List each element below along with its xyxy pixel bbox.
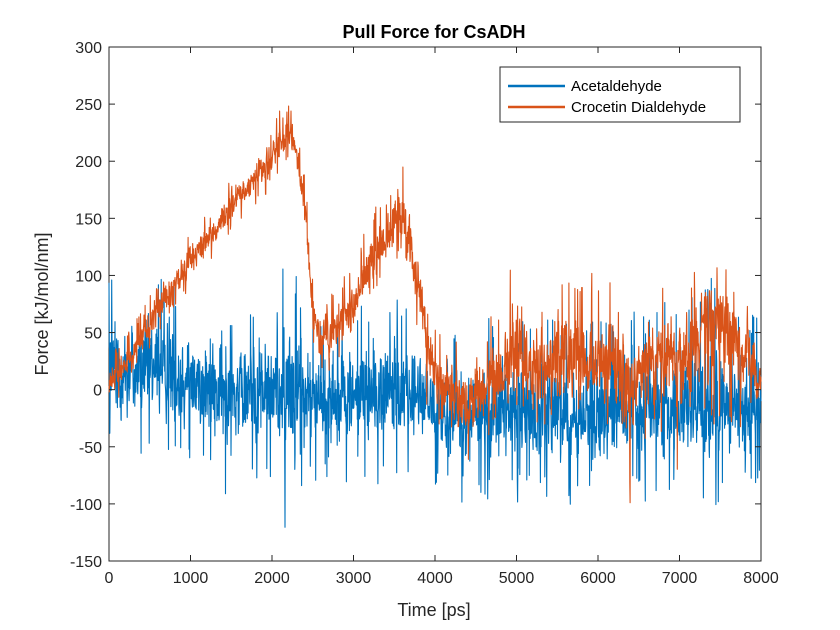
legend-box	[499, 66, 741, 123]
chart-title: Pull Force for CsADH	[342, 22, 525, 42]
y-tick-label: -100	[70, 497, 102, 514]
y-axis-label: Force [kJ/mol/nm]	[32, 232, 52, 375]
x-tick-label: 3000	[336, 570, 372, 587]
x-tick-label: 4000	[417, 570, 453, 587]
y-tick-label: 300	[75, 40, 102, 57]
y-tick-label: 200	[75, 154, 102, 171]
series-line-acetaldehyde	[108, 268, 762, 528]
y-tick-label: 150	[75, 211, 102, 228]
y-tick-label: 100	[75, 268, 102, 285]
y-tick-label: 0	[93, 383, 102, 400]
series-layer	[108, 105, 762, 528]
x-tick-label: 1000	[173, 570, 209, 587]
series-line-crocetin-dialdehyde	[108, 105, 762, 504]
y-tick-label: 50	[84, 326, 102, 343]
x-tick-label: 5000	[499, 570, 535, 587]
legend: Acetaldehyde Crocetin Dialdehyde	[499, 66, 741, 123]
legend-label-crocetin-dialdehyde: Crocetin Dialdehyde	[571, 99, 706, 116]
x-tick-label: 7000	[662, 570, 698, 587]
y-tick-label: -150	[70, 554, 102, 571]
y-tick-label: -50	[79, 440, 102, 457]
x-tick-label: 6000	[580, 570, 616, 587]
x-tick-label: 8000	[743, 570, 779, 587]
x-axis-label: Time [ps]	[397, 600, 470, 620]
x-tick-label: 0	[105, 570, 114, 587]
ticks-layer: 0 1000 2000 3000 4000 5000 6000 7000 8000-150-10…	[70, 40, 779, 587]
x-tick-label: 2000	[254, 570, 290, 587]
legend-label-acetaldehyde: Acetaldehyde	[571, 78, 662, 95]
y-tick-label: 250	[75, 97, 102, 114]
